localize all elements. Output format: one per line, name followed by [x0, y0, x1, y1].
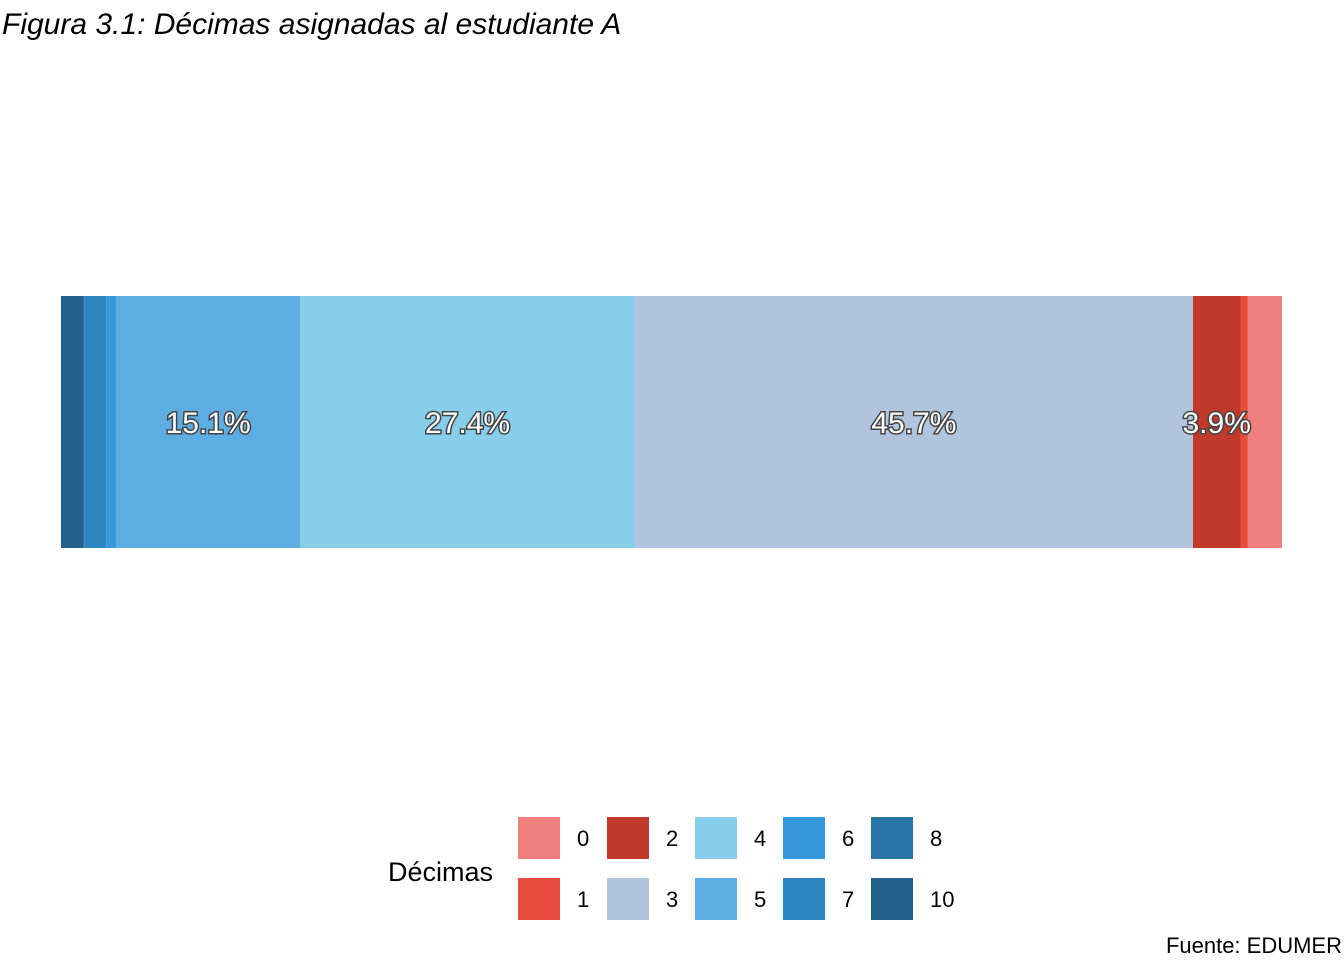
- bar-segment-8: [82, 296, 85, 548]
- legend-label-2: 2: [666, 826, 678, 851]
- bar-segment-5: [115, 296, 301, 548]
- chart-caption: Fuente: EDUMER: [1165, 933, 1342, 958]
- legend-key-2: [607, 817, 649, 859]
- bar-segment-10: [61, 296, 83, 548]
- bar-segment-4: [300, 296, 635, 548]
- legend: Décimas 0 1 2 3 4 5 6 7 8 10: [388, 817, 954, 920]
- legend-label-8: 8: [930, 826, 942, 851]
- legend-key-10: [871, 878, 913, 920]
- legend-key-5: [695, 878, 737, 920]
- legend-label-5: 5: [754, 887, 766, 912]
- data-label-4: 27.4%: [425, 407, 510, 440]
- stacked-bar: [61, 296, 1282, 548]
- legend-label-3: 3: [666, 887, 678, 912]
- bar-segment-6: [106, 296, 116, 548]
- legend-label-7: 7: [842, 887, 854, 912]
- legend-key-8: [871, 817, 913, 859]
- legend-label-1: 1: [577, 887, 589, 912]
- legend-label-10: 10: [930, 887, 954, 912]
- legend-key-6: [783, 817, 825, 859]
- legend-key-0: [518, 817, 560, 859]
- bar-segment-1: [1240, 296, 1248, 548]
- bar-segment-3: [634, 296, 1193, 548]
- data-label-5: 15.1%: [166, 407, 251, 440]
- chart-title: Figura 3.1: Décimas asignadas al estudia…: [2, 8, 622, 41]
- legend-label-6: 6: [842, 826, 854, 851]
- legend-label-4: 4: [754, 826, 766, 851]
- bar-labels: 3.9% 45.7% 27.4% 15.1%: [164, 406, 1252, 442]
- bar-segment-0: [1247, 296, 1282, 548]
- bar-segment-2: [1192, 296, 1241, 548]
- legend-key-1: [518, 878, 560, 920]
- legend-title: Décimas: [388, 857, 493, 887]
- data-label-3: 45.7%: [871, 407, 956, 440]
- legend-label-0: 0: [577, 826, 589, 851]
- legend-key-7: [783, 878, 825, 920]
- legend-key-3: [607, 878, 649, 920]
- legend-key-4: [695, 817, 737, 859]
- data-label-2: 3.9%: [1182, 407, 1250, 440]
- bar-segment-7: [84, 296, 107, 548]
